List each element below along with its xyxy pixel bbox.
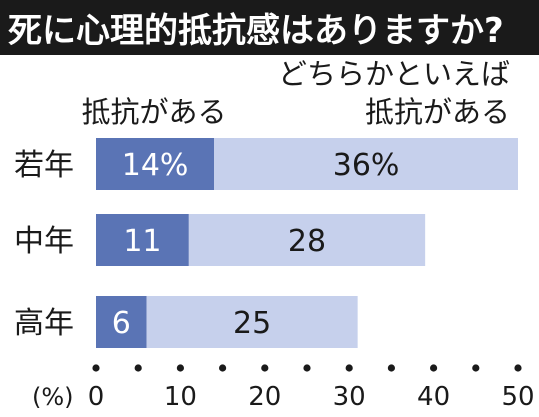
axis-tick-dot	[219, 364, 227, 372]
axis-tick-dot	[514, 364, 522, 372]
data-label: 6	[112, 306, 131, 341]
bar-segment-somewhat-resistant	[214, 138, 518, 190]
x-axis: 0 10 20 30 40 50	[88, 364, 535, 412]
category-label: 高年	[14, 306, 74, 341]
data-label: 25	[233, 306, 271, 341]
data-label: 11	[123, 224, 161, 259]
bar-segment-somewhat-resistant	[146, 296, 358, 348]
axis-tick-dot	[345, 364, 353, 372]
x-tick-label: 40	[417, 382, 450, 412]
bar-segment-somewhat-resistant	[188, 214, 426, 266]
axis-tick-dot	[134, 364, 142, 372]
data-label: 36%	[333, 148, 400, 183]
axis-tick-dot	[430, 364, 438, 372]
data-label: 14%	[122, 148, 189, 183]
axis-tick-dot	[387, 364, 395, 372]
bar-segment-resistant	[96, 138, 215, 190]
x-tick-label: 20	[248, 382, 281, 412]
data-label: 28	[288, 224, 326, 259]
legend-label-somewhat-resistant-line2: 抵抗がある	[365, 95, 510, 129]
category-label: 若年	[14, 148, 74, 183]
chart-title: 死に心理的抵抗感はありますか?	[0, 0, 539, 55]
axis-tick-dot	[472, 364, 480, 372]
x-tick-label: 10	[164, 382, 197, 412]
unit-label: (%)	[32, 383, 74, 411]
x-tick-label: 0	[88, 382, 105, 412]
bars-group: 若年 14% 36% 中年 11 28 高年 6 25	[14, 138, 518, 348]
axis-tick-dot	[261, 364, 269, 372]
category-label: 中年	[14, 224, 74, 259]
bar-segment-resistant	[96, 214, 189, 266]
axis-tick-dot	[303, 364, 311, 372]
bar-segment-resistant	[96, 296, 147, 348]
axis-tick-dot	[92, 364, 100, 372]
x-tick-label: 30	[333, 382, 366, 412]
legend-label-somewhat-resistant-line1: どちらかといえば	[278, 57, 510, 91]
legend-label-resistant: 抵抗がある	[81, 95, 226, 129]
axis-tick-dot	[176, 364, 184, 372]
x-tick-label: 50	[501, 382, 534, 412]
